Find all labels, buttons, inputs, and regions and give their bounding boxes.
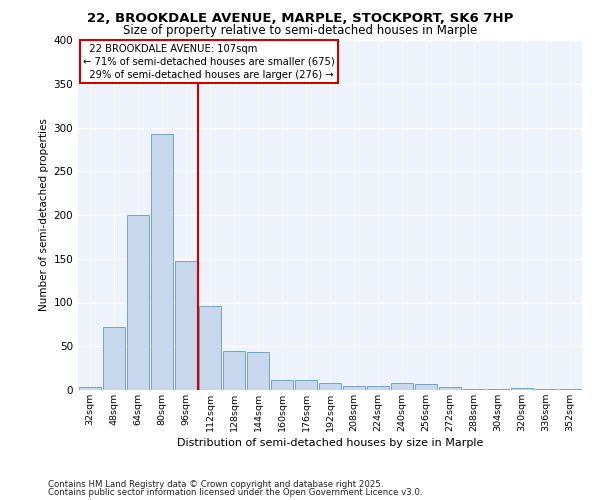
Bar — [343, 386, 365, 390]
Text: Size of property relative to semi-detached houses in Marple: Size of property relative to semi-detach… — [123, 24, 477, 37]
Bar — [391, 383, 413, 390]
Bar — [175, 262, 197, 390]
Y-axis label: Number of semi-detached properties: Number of semi-detached properties — [39, 118, 49, 312]
Bar — [199, 306, 221, 390]
Bar — [103, 327, 125, 390]
Bar — [463, 389, 485, 390]
Bar — [295, 380, 317, 390]
Text: Contains HM Land Registry data © Crown copyright and database right 2025.: Contains HM Land Registry data © Crown c… — [48, 480, 383, 489]
Bar — [415, 384, 437, 390]
Bar — [247, 352, 269, 390]
Bar — [79, 386, 101, 390]
Text: Contains public sector information licensed under the Open Government Licence v3: Contains public sector information licen… — [48, 488, 422, 497]
Bar — [223, 350, 245, 390]
Bar — [487, 389, 509, 390]
Bar — [439, 386, 461, 390]
Bar — [367, 386, 389, 390]
Bar — [535, 389, 557, 390]
Text: 22, BROOKDALE AVENUE, MARPLE, STOCKPORT, SK6 7HP: 22, BROOKDALE AVENUE, MARPLE, STOCKPORT,… — [87, 12, 513, 26]
Bar — [271, 380, 293, 390]
Text: 22 BROOKDALE AVENUE: 107sqm
← 71% of semi-detached houses are smaller (675)
  29: 22 BROOKDALE AVENUE: 107sqm ← 71% of sem… — [83, 44, 335, 80]
Bar — [127, 215, 149, 390]
X-axis label: Distribution of semi-detached houses by size in Marple: Distribution of semi-detached houses by … — [177, 438, 483, 448]
Bar — [511, 388, 533, 390]
Bar — [319, 383, 341, 390]
Bar — [151, 134, 173, 390]
Bar — [559, 389, 581, 390]
